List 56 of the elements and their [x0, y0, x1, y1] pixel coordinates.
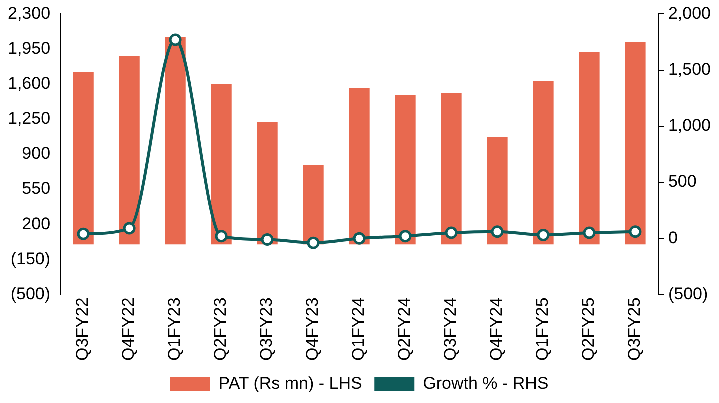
x-tick-label: Q3FY25 [625, 298, 644, 361]
x-tick-label: Q3FY22 [73, 298, 92, 361]
point [353, 232, 366, 245]
point [215, 230, 228, 243]
x-tick-label: Q1FY24 [349, 298, 368, 361]
legend-label: Growth % - RHS [423, 374, 549, 394]
point [261, 233, 274, 246]
y2-tick-label: 1,000 [668, 116, 712, 136]
x-tick-label: Q2FY25 [579, 298, 598, 361]
bar [165, 37, 186, 245]
y2-tick-label: 500 [668, 172, 697, 192]
y-tick-label: (150) [10, 249, 51, 268]
y-tick-label: 1,600 [8, 74, 51, 94]
bar [211, 84, 232, 245]
bar [119, 56, 140, 245]
x-tick-label: Q3FY23 [257, 298, 276, 361]
point [491, 226, 504, 238]
bar [257, 122, 278, 245]
point [583, 226, 596, 240]
point [77, 228, 90, 240]
point [307, 236, 320, 250]
bar [579, 52, 600, 245]
point [123, 222, 136, 235]
x-tick-label: Q2FY23 [211, 298, 230, 361]
point [537, 228, 550, 242]
x-tick-label: Q4FY23 [303, 298, 322, 361]
bar [73, 72, 94, 245]
x-tick-label: Q3FY24 [441, 298, 460, 361]
bar [533, 81, 554, 245]
point [629, 226, 642, 238]
point [445, 226, 458, 240]
y-tick-label: 2,300 [8, 4, 51, 23]
x-tick-label: Q4FY24 [487, 298, 506, 361]
bar [303, 165, 324, 245]
y-tick-label: (500) [10, 284, 51, 304]
y-tick-label: 200 [22, 214, 51, 234]
point [169, 34, 182, 46]
y2-tick-label: 1,500 [668, 60, 712, 79]
x-tick-label: Q1FY25 [533, 298, 552, 361]
x-tick-label: Q4FY22 [119, 298, 138, 361]
bar [487, 137, 508, 245]
bar [441, 93, 462, 245]
y2-tick-label: 2,000 [668, 4, 712, 23]
legend-label: PAT (Rs mn) - LHS [218, 374, 362, 394]
y-tick-label: 900 [22, 144, 51, 164]
x-tick-label: Q1FY23 [165, 298, 184, 361]
bar [395, 95, 416, 245]
bar [625, 42, 646, 245]
y-tick-label: 550 [22, 179, 51, 198]
y2-tick-label: (500) [668, 284, 708, 304]
point [399, 230, 412, 243]
y-tick-label: 1,950 [8, 38, 51, 58]
x-tick-label: Q2FY24 [395, 298, 414, 361]
bar [349, 88, 370, 245]
y-tick-label: 1,250 [8, 109, 51, 128]
y2-tick-label: 0 [668, 228, 678, 248]
